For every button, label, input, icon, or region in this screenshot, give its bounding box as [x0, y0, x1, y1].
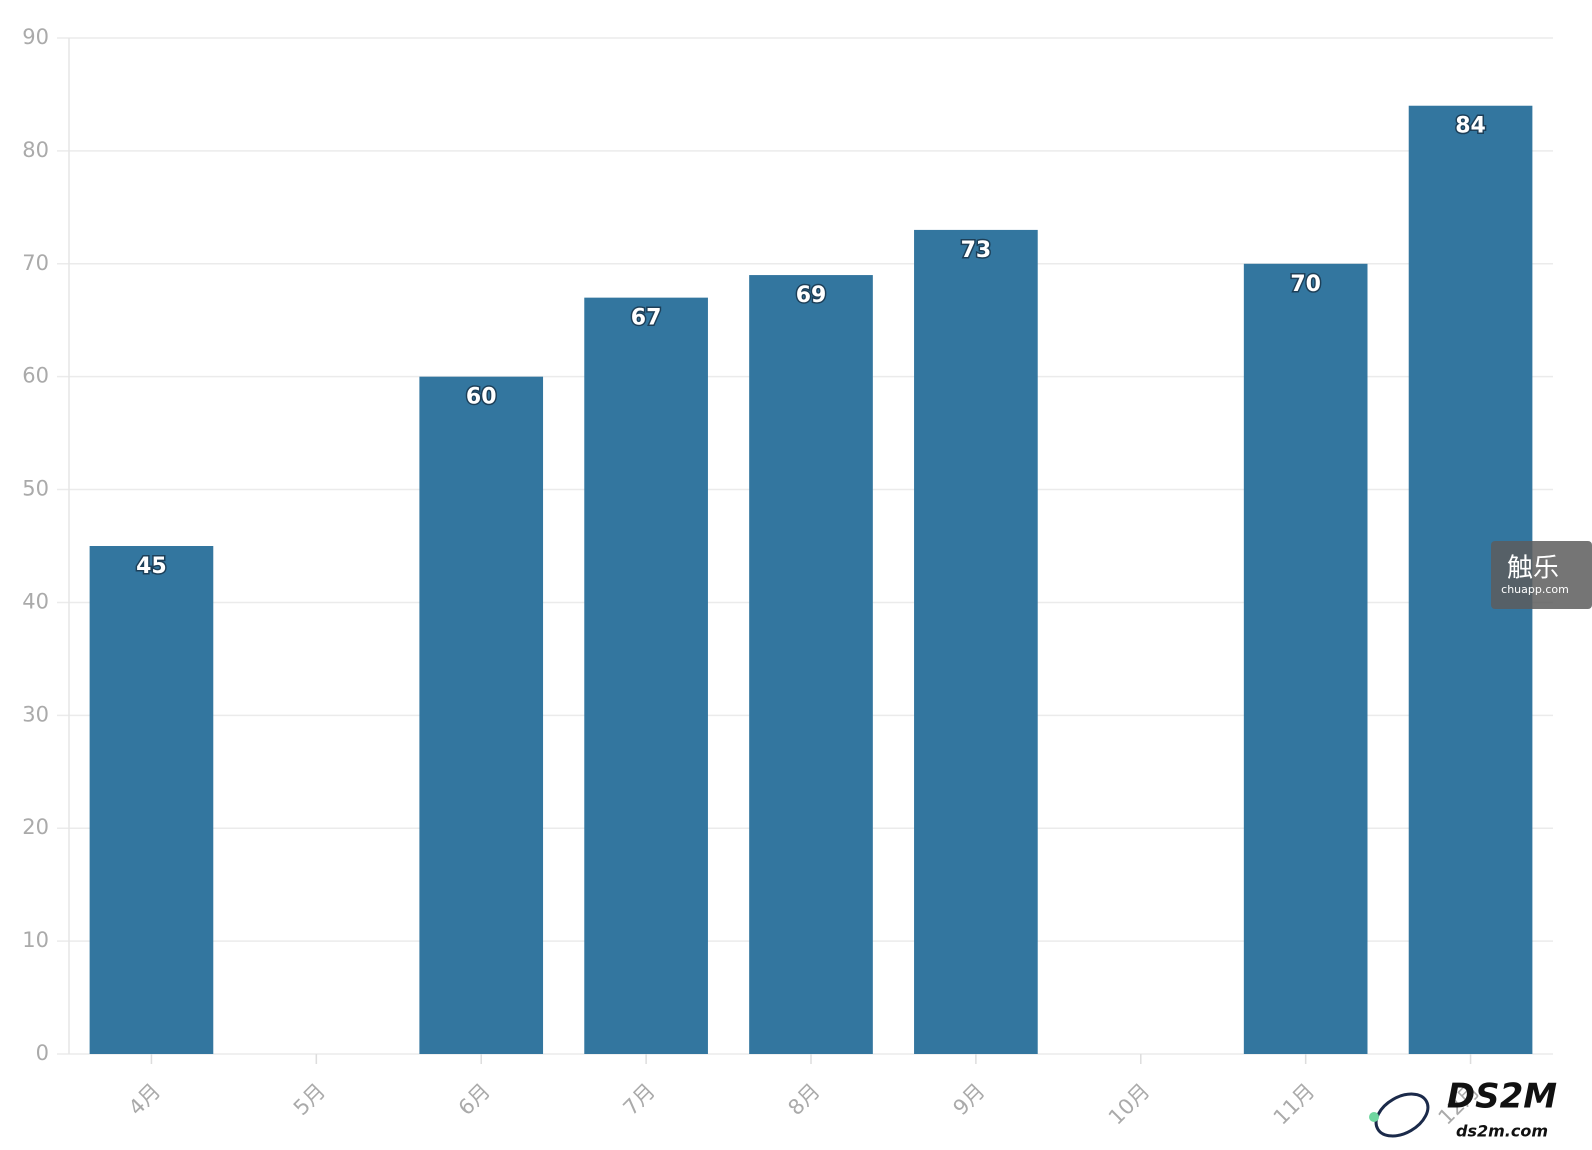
- bar: [89, 546, 214, 1054]
- x-tick-label: 10月: [1104, 1079, 1155, 1130]
- x-tick-label: 5月: [289, 1079, 330, 1120]
- bar: [419, 376, 544, 1055]
- bar: [749, 275, 873, 1055]
- y-tick-label: 20: [22, 815, 49, 839]
- y-tick-label: 90: [22, 25, 49, 49]
- value-label: 67: [631, 306, 662, 331]
- bar: [1243, 263, 1368, 1054]
- value-label: 70: [1290, 272, 1321, 297]
- y-tick-label: 40: [22, 589, 49, 613]
- x-tick-label: 11月: [1269, 1079, 1320, 1130]
- x-tick-label: 8月: [784, 1079, 825, 1120]
- value-label: 45: [136, 554, 167, 579]
- value-label: 84: [1455, 114, 1486, 139]
- watermark-text: ds2m.com: [1456, 1122, 1548, 1141]
- y-tick-label: 60: [22, 364, 49, 388]
- bar: [914, 229, 1038, 1054]
- chuapp-watermark: 触乐 chuapp.com: [1491, 541, 1592, 609]
- y-tick-label: 0: [36, 1041, 49, 1065]
- y-tick-label: 30: [22, 702, 49, 726]
- y-tick-label: 50: [22, 477, 49, 501]
- watermark-text: chuapp.com: [1501, 583, 1569, 596]
- x-tick-label: 6月: [454, 1079, 495, 1120]
- value-label: 73: [961, 238, 992, 263]
- y-tick-label: 80: [22, 138, 49, 162]
- watermark-text: DS2M: [1447, 1077, 1557, 1117]
- x-tick-label: 9月: [948, 1079, 989, 1120]
- bar: [584, 297, 708, 1055]
- x-tick-label: 7月: [619, 1079, 660, 1120]
- ds2m-watermark: DS2M ds2m.com: [1369, 1077, 1557, 1141]
- watermark-logo: [1374, 1092, 1430, 1138]
- watermark-text: 触乐: [1507, 554, 1559, 584]
- watermark-logo: [1369, 1112, 1379, 1122]
- y-tick-label: 10: [22, 928, 49, 952]
- value-label: 69: [796, 283, 827, 308]
- x-tick-label: 4月: [124, 1079, 165, 1120]
- y-tick-label: 70: [22, 251, 49, 275]
- value-label: 60: [466, 385, 497, 410]
- watermark-box: [1491, 541, 1592, 609]
